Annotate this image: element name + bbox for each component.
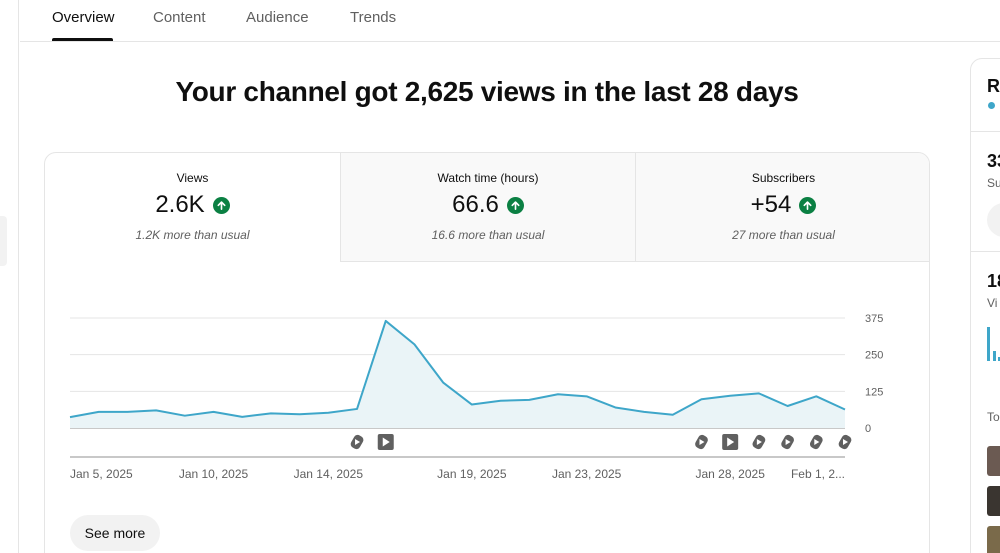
- trend-up-icon: [212, 196, 230, 214]
- metric-comparison: 27 more than usual: [732, 228, 835, 242]
- page-title: Your channel got 2,625 views in the last…: [175, 76, 799, 107]
- tab-audience[interactable]: Audience: [246, 9, 309, 26]
- left-sidebar: [0, 0, 19, 553]
- y-tick-label: 0: [865, 423, 871, 435]
- x-tick-label: Jan 23, 2025: [552, 467, 622, 481]
- shorts-upload-icon[interactable]: [837, 433, 853, 450]
- realtime-bar: [993, 351, 996, 361]
- trend-up-icon: [506, 196, 524, 214]
- metric-comparison: 1.2K more than usual: [135, 228, 250, 242]
- realtime-panel: R 33 Su 18 Vi To: [970, 58, 1000, 553]
- overview-card: Views 2.6K 1.2K more than usual Watch ti…: [44, 152, 930, 553]
- video-upload-icon[interactable]: [722, 434, 739, 450]
- y-tick-label: 125: [865, 386, 883, 398]
- video-thumbnail[interactable]: [987, 446, 1000, 476]
- tab-content[interactable]: Content: [153, 9, 206, 26]
- see-more-button[interactable]: See more: [70, 515, 160, 551]
- divider: [971, 131, 1000, 132]
- active-tab-indicator: [52, 38, 113, 41]
- views-area: [70, 320, 845, 428]
- shorts-upload-icon[interactable]: [349, 433, 365, 450]
- tab-trends[interactable]: Trends: [350, 9, 397, 26]
- y-tick-label: 250: [865, 350, 883, 362]
- x-tick-label: Jan 10, 2025: [179, 467, 249, 481]
- tab-bar: Overview Content Audience Trends: [20, 0, 1000, 42]
- divider: [971, 251, 1000, 252]
- x-tick-label: Jan 28, 2025: [695, 467, 765, 481]
- shorts-upload-icon[interactable]: [780, 433, 796, 450]
- video-thumbnail[interactable]: [987, 526, 1000, 553]
- views-chart: 375 250 125 0 Jan 5, 2025 Jan 10, 2025 Jan 14,…: [69, 313, 883, 481]
- metric-comparison: 16.6 more than usual: [431, 228, 545, 242]
- metric-views[interactable]: Views 2.6K 1.2K more than usual: [45, 153, 340, 262]
- metric-label: Views: [176, 171, 209, 185]
- realtime-title: R: [987, 76, 1000, 96]
- realtime-views-value: 18: [987, 271, 1000, 291]
- realtime-views-bars: [987, 325, 1000, 361]
- shorts-upload-icon[interactable]: [808, 433, 824, 450]
- metric-label: Watch time (hours): [437, 171, 539, 185]
- tab-overview[interactable]: Overview: [52, 9, 115, 26]
- metric-value-row: +54: [636, 191, 929, 219]
- live-indicator-dot: [988, 102, 995, 109]
- video-upload-icon[interactable]: [377, 434, 394, 450]
- x-tick-label: Jan 19, 2025: [437, 467, 507, 481]
- y-tick-label: 375: [865, 313, 883, 325]
- shorts-upload-icon[interactable]: [694, 433, 710, 450]
- metric-subscribers[interactable]: Subscribers +54 27 more than usual: [635, 153, 929, 262]
- views-line: [69, 319, 846, 419]
- realtime-bar: [987, 327, 990, 361]
- metric-value-row: 2.6K: [45, 191, 340, 219]
- realtime-views-label: Vi: [987, 296, 998, 310]
- realtime-bar: [998, 357, 1000, 361]
- realtime-subscribers-value: 33: [987, 151, 1000, 171]
- video-thumbnail[interactable]: [987, 486, 1000, 516]
- metric-value-row: 66.6: [341, 191, 635, 219]
- metric-value: 66.6: [452, 191, 499, 218]
- sidebar-collapse-handle[interactable]: [0, 216, 7, 266]
- x-tick-label: Jan 14, 2025: [294, 467, 364, 481]
- metric-label: Subscribers: [751, 171, 816, 185]
- metric-value: +54: [750, 191, 792, 218]
- x-tick-label: Jan 5, 2025: [70, 467, 133, 481]
- metric-watch-time[interactable]: Watch time (hours) 66.6 16.6 more than u…: [340, 153, 635, 262]
- shorts-upload-icon[interactable]: [751, 433, 767, 450]
- trend-up-icon: [799, 196, 817, 214]
- metric-value: 2.6K: [155, 191, 205, 218]
- x-tick-label: Feb 1, 2...: [791, 467, 845, 481]
- see-live-count-button[interactable]: [987, 203, 1000, 237]
- realtime-subscribers-label: Su: [987, 176, 1000, 190]
- top-content-label: To: [987, 410, 1000, 424]
